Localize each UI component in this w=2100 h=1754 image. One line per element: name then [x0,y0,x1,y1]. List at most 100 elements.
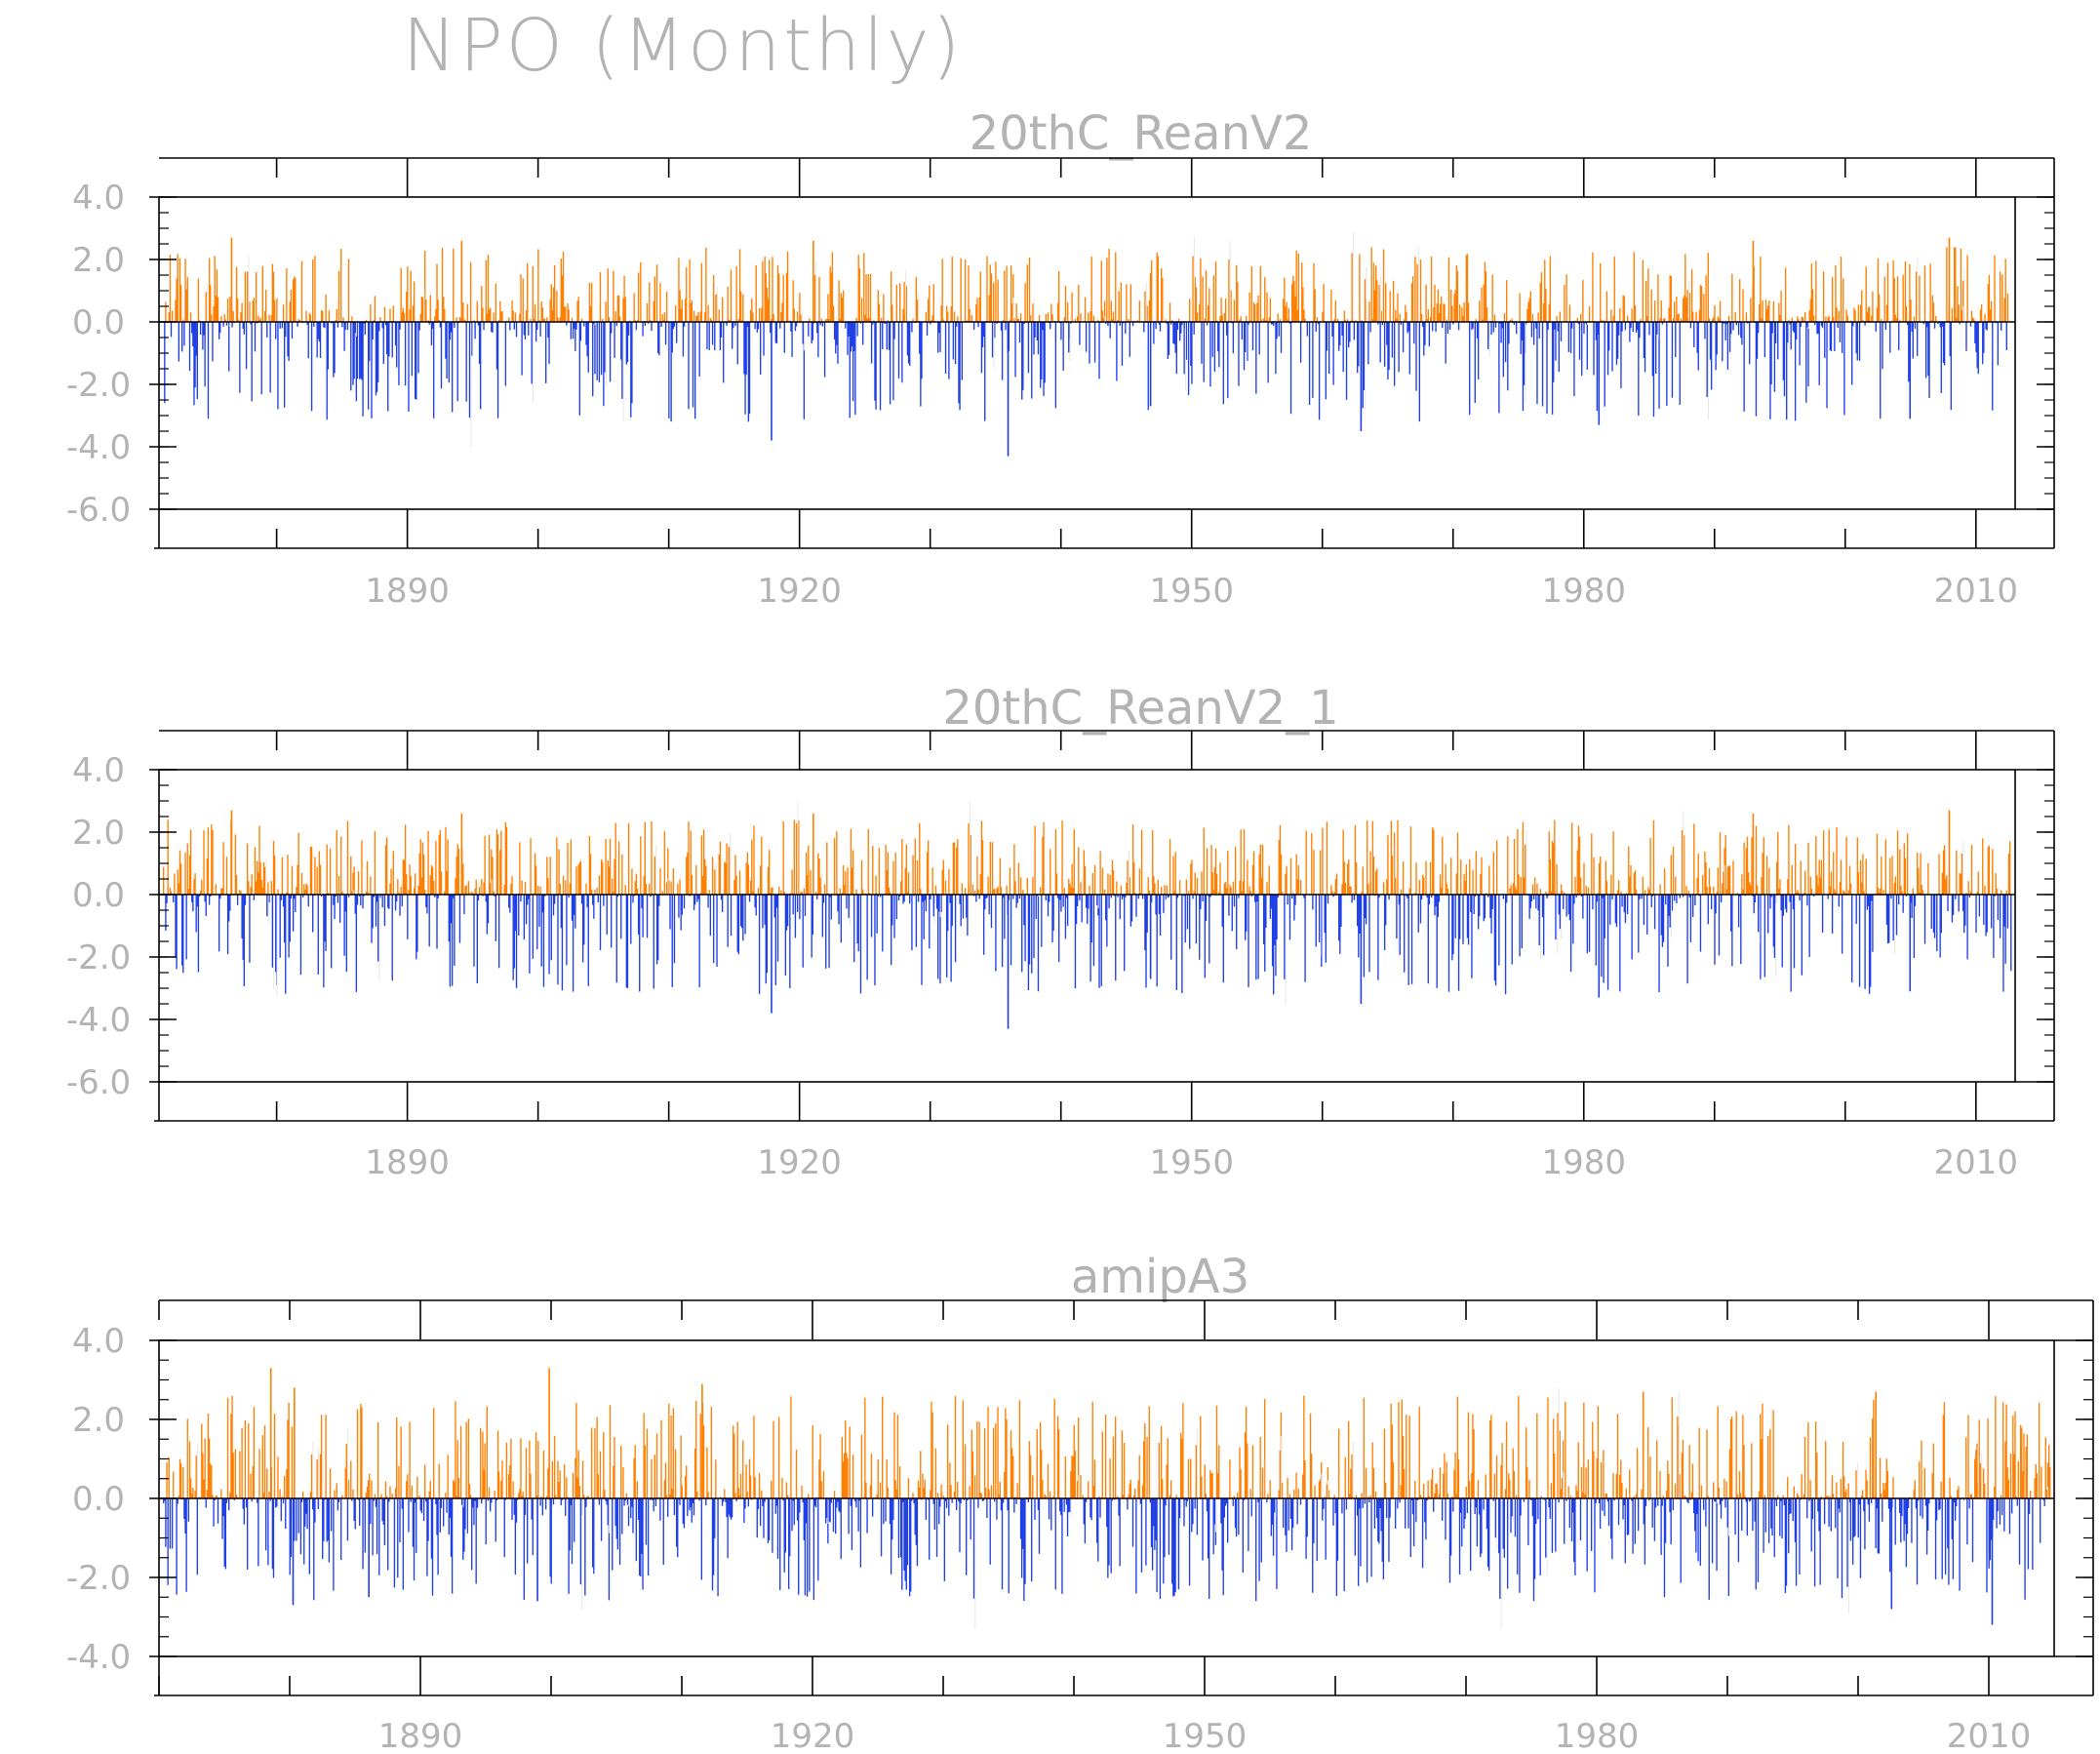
bar [1791,864,1793,895]
bar [1244,322,1247,353]
bar [1382,882,1385,895]
bar [714,322,716,350]
bar [727,1498,729,1559]
bar [1800,322,1802,327]
bar [1426,1498,1428,1501]
bar [762,1498,764,1506]
bar [1816,322,1818,335]
bar [465,322,467,402]
bar [814,892,817,895]
bar [1260,877,1263,895]
y-tick-label: 2.0 [72,241,125,280]
bar [796,1498,799,1521]
bar [733,1433,735,1498]
bar [634,881,636,895]
bar [1239,319,1241,322]
bar [262,1493,265,1498]
bar [761,307,763,322]
bar [185,289,187,322]
bar [936,1493,939,1498]
bar [693,1448,696,1498]
bar [631,1498,633,1507]
bar [1479,300,1481,322]
bar [1877,258,1880,322]
bar [300,260,303,322]
bar [359,895,361,897]
bar [718,854,720,895]
bar [255,271,258,322]
bar [858,267,860,322]
bar [1502,1498,1504,1549]
bar [1070,322,1072,324]
bar [391,895,393,981]
bar [683,1498,686,1529]
bar [429,875,431,895]
bar [383,306,386,322]
bar [1845,309,1847,322]
bar [1577,322,1580,325]
bar [1755,825,1758,895]
bar [707,1492,709,1498]
bar [512,1481,514,1498]
bar [374,830,376,895]
bar [895,284,897,322]
bar [1047,312,1050,322]
bar [1419,1495,1421,1498]
bar [784,1498,786,1553]
bar [1558,322,1560,372]
bar [1193,891,1195,895]
bar [546,317,548,322]
bar [319,1454,322,1498]
bar [1190,1458,1192,1498]
bar [979,271,981,322]
bar [2005,322,2007,351]
bar [1108,248,1110,322]
bar [1544,259,1546,322]
bar [1406,895,1407,897]
bar [1211,322,1213,357]
bar [847,1457,849,1498]
bar [986,1498,988,1519]
bar [459,1425,462,1498]
bar [1969,322,1972,327]
bar [1390,820,1392,895]
bar [1770,322,1772,384]
bar [1536,322,1538,405]
bar [1859,859,1862,895]
bar [1306,1498,1308,1537]
bar [735,266,737,322]
bar [1583,322,1585,335]
bar [1166,885,1168,895]
bar [1426,895,1428,898]
bar [420,877,423,895]
bar [828,1498,830,1522]
bar [309,1492,312,1498]
bar [1593,322,1595,376]
bar [993,282,995,322]
bar [1467,302,1470,322]
bar [346,820,349,895]
bar [396,322,398,368]
bar [1460,859,1462,895]
bar [1126,284,1128,322]
bar [404,322,407,386]
bar [367,1480,370,1498]
bar [944,880,947,895]
bar [1451,1496,1453,1498]
bar [615,322,617,327]
bar [1684,254,1686,322]
bar [1378,895,1380,898]
bar [1252,302,1255,322]
bar [1254,895,1256,902]
bar [1606,895,1609,990]
bar [282,304,285,322]
bar [807,875,809,895]
bar [1961,895,1964,911]
bar [522,278,524,322]
bar [646,1428,649,1498]
bar [643,876,645,895]
bar [594,889,596,895]
bar [1487,895,1489,897]
bar [1004,270,1006,322]
bar [472,1498,474,1508]
